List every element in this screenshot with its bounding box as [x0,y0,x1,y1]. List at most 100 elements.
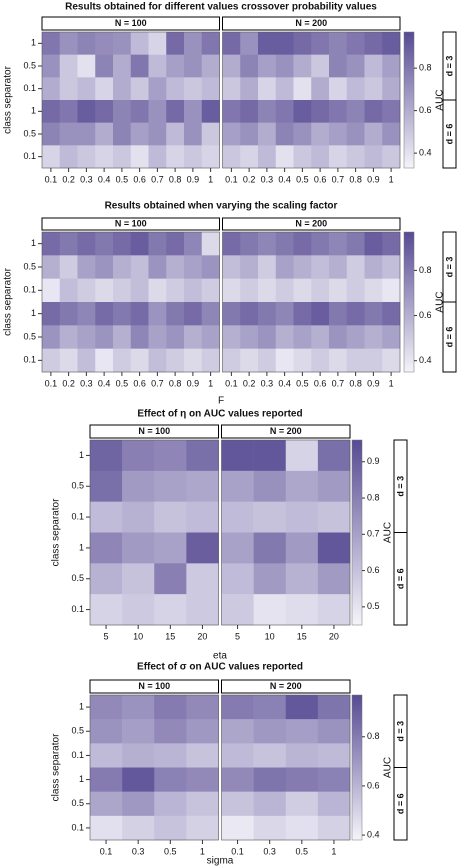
heatmap-cell [122,532,155,564]
heatmap-cell [77,32,96,55]
heatmap-cell [253,563,287,595]
heatmap-cell [285,719,319,744]
heatmap-cell [42,54,61,78]
heatmap-cell [95,278,114,303]
x-tick-label: 0.1 [231,846,244,856]
facet-strip [221,679,351,694]
heatmap-cell [253,695,287,720]
heatmap-cell [186,791,219,817]
heatmap-cell [186,563,219,595]
x-tick-label: 1 [208,378,213,388]
heatmap-cell [275,122,294,146]
heatmap-cell [201,255,220,279]
colorbar-label: AUC [435,89,446,110]
facet-strip [89,679,219,694]
heatmap-cell [253,767,287,792]
heatmap-cell [90,563,123,595]
heatmap-cell [382,54,401,78]
heatmap-cell [329,100,348,123]
x-tick-label: 10 [133,631,143,641]
heatmap-cell [42,278,61,303]
y-tick-label: 1 [31,238,36,248]
heatmap-cell [311,278,330,303]
x-tick-label: 0.6 [133,174,146,184]
row-strip [393,767,408,841]
x-axis-label: F [218,396,224,407]
heatmap-cell [382,100,401,123]
heatmap-cell [240,54,259,78]
heatmap-cell [329,54,348,78]
heatmap-cell [201,232,220,256]
heatmap-cell [329,232,348,256]
heatmap-cell [130,278,149,303]
heatmap-cell [293,278,312,303]
y-tick-label: 0.1 [71,750,84,760]
heatmap-cell [317,815,351,841]
heatmap-cell [329,122,348,146]
heatmap-cell [275,302,294,326]
heatmap-cell [184,232,203,256]
x-tick-label: 0.3 [261,174,274,184]
heatmap-cell [95,32,114,55]
heatmap-cell [186,532,219,564]
heatmap-cell [364,255,383,279]
heatmap-cell [382,255,401,279]
heatmap-cell [253,791,287,817]
heatmap-cell [258,32,277,55]
heatmap-cell [221,563,254,595]
facet-frame [221,694,351,841]
heatmap-cell [77,145,96,169]
colorbar-tick-label: 0.4 [419,355,432,365]
heatmap-cell [77,54,96,78]
heatmap-cell [240,325,259,349]
heatmap-cell [293,54,312,78]
colorbar-tick-label: 0.8 [419,265,432,275]
heatmap-cell [285,501,319,533]
heatmap-cell [317,532,351,564]
heatmap-cell [221,767,254,792]
heatmap-cell [113,255,132,279]
y-tick-label: 0.1 [23,285,36,295]
y-tick-label: 1 [79,774,84,784]
y-tick-label: 1 [31,308,36,318]
y-tick-label: 0.5 [23,331,36,341]
heatmap-cell [221,719,254,744]
heatmap-cell [222,32,241,55]
colorbar-tick-label: 0.6 [367,565,380,575]
heatmap-cell [317,719,351,744]
heatmap-cell [311,77,330,101]
x-tick-label: 0.3 [80,378,93,388]
x-tick-label: 0.7 [332,174,345,184]
heatmap-cell [346,54,365,78]
colorbar-label: AUC [435,291,446,312]
heatmap-cell [253,501,287,533]
heatmap-cell [285,815,319,841]
heatmap-cell [285,695,319,720]
x-tick-label: 0.7 [332,378,345,388]
x-tick-label: 0.3 [80,174,93,184]
colorbar-tick-label: 0.6 [419,105,432,115]
heatmap-cell [154,743,187,768]
heatmap-cell [275,145,294,169]
heatmap-cell [253,743,287,768]
heatmap-cell [90,767,123,792]
heatmap-cell [77,77,96,101]
heatmap-cell [95,325,114,349]
heatmap-cell [166,325,185,349]
x-tick-label: 0.7 [151,378,164,388]
facet-label: N = 200 [295,18,327,28]
heatmap-cell [130,122,149,146]
heatmap-cell [311,32,330,55]
heatmap-cell [258,255,277,279]
heatmap-cell [275,348,294,373]
heatmap-cell [166,32,185,55]
heatmap-cell [258,145,277,169]
heatmap-cell [95,232,114,256]
x-tick-label: 20 [329,631,339,641]
y-tick-label: 0.5 [23,261,36,271]
heatmap-cell [130,100,149,123]
x-tick-label: 20 [197,631,207,641]
facet-frame [41,31,220,169]
y-axis-label: class separator [51,733,62,801]
facet-label: N = 200 [295,218,327,228]
